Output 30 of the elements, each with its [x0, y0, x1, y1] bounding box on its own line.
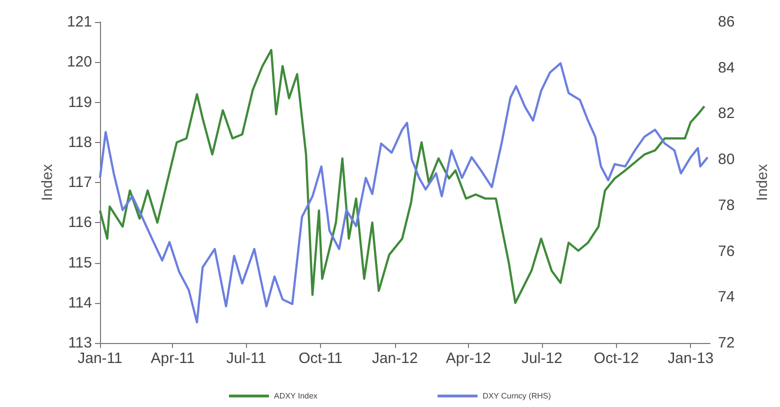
y2-tick-label: 86: [718, 14, 735, 30]
y-tick-label: 116: [68, 214, 92, 232]
x-tick-label: Jan-12: [372, 350, 418, 367]
y2-tick-label: 74: [718, 288, 735, 306]
y2-tick-label: 72: [718, 334, 735, 352]
legend-label: ADXY Index: [274, 392, 318, 400]
y2-tick-label: 84: [718, 59, 735, 76]
y-tick-label: 113: [68, 334, 92, 352]
y-tick-label: 115: [68, 254, 92, 272]
y2-tick-label: 78: [718, 196, 735, 214]
y-tick-label: 118: [68, 134, 92, 151]
x-tick-label: Oct-12: [594, 350, 639, 367]
y2-tick-label: 82: [718, 105, 735, 122]
x-tick-label: Apr-11: [150, 350, 195, 367]
y2-axis-title: Index: [754, 164, 771, 201]
y-tick-label: 121: [66, 14, 92, 30]
x-tick-label: Oct-11: [298, 350, 343, 367]
y-tick-label: 114: [68, 294, 92, 312]
y-tick-label: 117: [68, 174, 92, 191]
x-tick-label: Jan-13: [668, 350, 714, 367]
x-tick-label: Jan-11: [78, 350, 122, 367]
y-tick-label: 120: [66, 54, 92, 71]
x-tick-label: Jul-12: [522, 350, 562, 367]
x-tick-label: Apr-12: [446, 350, 491, 367]
y-axis-title: Index: [39, 164, 56, 201]
y2-tick-label: 80: [718, 151, 735, 168]
y2-tick-label: 76: [718, 242, 735, 260]
x-tick-label: Jul-11: [226, 350, 266, 367]
legend-label: DXY Curncy (RHS): [482, 392, 552, 400]
y-tick-label: 119: [68, 94, 92, 111]
